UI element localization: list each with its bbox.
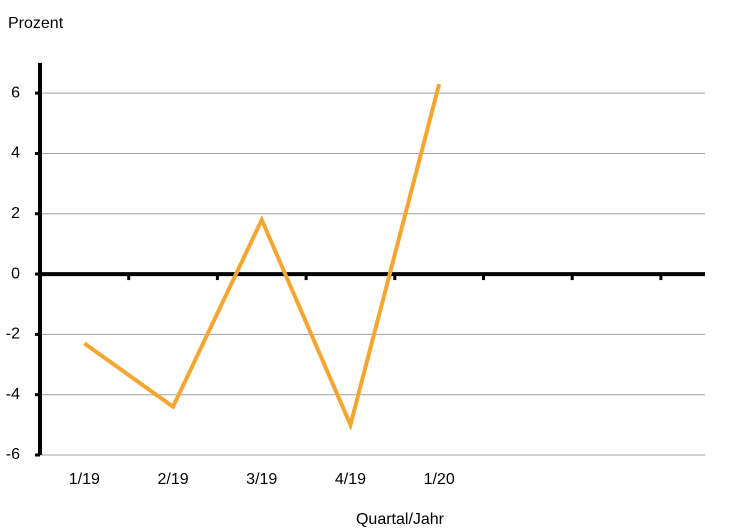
y-tick-label: 0 bbox=[11, 265, 20, 282]
y-tick-label: -2 bbox=[6, 326, 20, 343]
y-axis-label: Prozent bbox=[8, 15, 64, 32]
x-axis-label: Quartal/Jahr bbox=[356, 511, 445, 528]
x-tick-label: 2/19 bbox=[157, 471, 188, 488]
x-tick-label: 3/19 bbox=[246, 471, 277, 488]
x-tick-label: 4/19 bbox=[335, 471, 366, 488]
x-tick-label: 1/20 bbox=[424, 471, 455, 488]
y-tick-label: 4 bbox=[11, 145, 20, 162]
x-tick-label: 1/19 bbox=[69, 471, 100, 488]
line-series bbox=[83, 83, 442, 431]
y-tick-label: -6 bbox=[6, 446, 20, 463]
y-tick-label: 6 bbox=[11, 84, 20, 101]
y-tick-label: -4 bbox=[6, 386, 20, 403]
y-tick-label: 2 bbox=[11, 205, 20, 222]
